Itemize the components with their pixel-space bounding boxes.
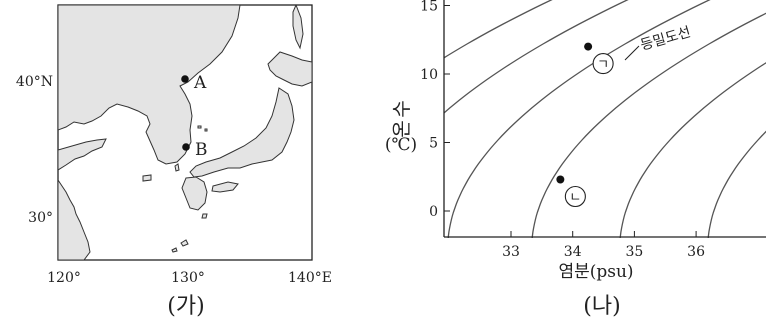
- jeju-island: [142, 174, 152, 182]
- hokkaido: [267, 51, 312, 87]
- kyushu: [181, 176, 208, 211]
- isopycnal-curve: [447, 0, 711, 238]
- point-b-marker: [182, 143, 190, 151]
- isopycnal-lines: [444, 0, 766, 238]
- ts-data-points: ㄱㄴ: [556, 42, 614, 208]
- tsushima: [174, 163, 180, 172]
- small-islands: [171, 213, 208, 253]
- y-axis-ticks: 0510152025: [420, 0, 450, 220]
- y-tick-label: 0: [429, 204, 438, 220]
- ts-point-marker: [556, 175, 565, 184]
- ulleungdo: [197, 125, 208, 132]
- x-tick-label: 35: [625, 244, 643, 260]
- x-tick-label: 33: [502, 244, 520, 260]
- ts-point-label: ㄱ: [597, 58, 609, 73]
- land-shapes: [58, 5, 312, 260]
- x-axis-ticks: 33 34 35 36: [502, 231, 705, 260]
- x-tick-label: 34: [564, 244, 582, 260]
- y-tick-label: 15: [420, 0, 438, 15]
- y-tick-label: 10: [420, 67, 438, 83]
- shikoku: [211, 181, 239, 193]
- y-tick-label: 5: [429, 136, 438, 152]
- x-tick-label: 36: [687, 244, 705, 260]
- shandong-peninsula: [58, 138, 107, 171]
- map-panel: A B 40°N 30° 120° 130° 140°E (가): [16, 4, 332, 319]
- ts-point-label: ㄴ: [569, 190, 581, 205]
- x-axis-label: 염분(psu): [558, 262, 633, 282]
- ts-point-label-ring: [564, 185, 586, 208]
- lon-label-130: 130°: [171, 270, 205, 286]
- mainland-asia: [58, 5, 241, 165]
- point-b-label: B: [195, 140, 208, 160]
- y-label-char-1: 수: [391, 100, 413, 117]
- sakhalin: [292, 5, 304, 50]
- china-coast: [58, 179, 91, 260]
- point-a-marker: [181, 75, 189, 83]
- isopycnal-curve: [444, 0, 553, 59]
- honshu: [189, 87, 295, 178]
- isopycnal-curve: [531, 12, 766, 238]
- point-a-label: A: [193, 73, 207, 93]
- y-axis-unit: (℃): [385, 135, 417, 155]
- lat-label-30: 30°: [28, 210, 53, 226]
- isopycnal-curve: [619, 62, 766, 238]
- ts-point-label-ring: [592, 53, 614, 75]
- lat-label-40: 40°N: [16, 74, 53, 90]
- y-label-char-2: 온: [391, 120, 413, 137]
- caption-na: (나): [583, 294, 620, 319]
- isopycnal-curve: [444, 0, 629, 114]
- lon-label-120: 120°: [47, 270, 81, 286]
- caption-ga: (가): [167, 294, 204, 319]
- isopycnal-leader-line: [624, 45, 640, 61]
- ts-point-marker: [584, 42, 593, 51]
- lon-label-140: 140°E: [288, 270, 332, 286]
- isopycnal-annotation: 등밀도선: [639, 24, 693, 54]
- isopycnal-curve: [707, 130, 766, 238]
